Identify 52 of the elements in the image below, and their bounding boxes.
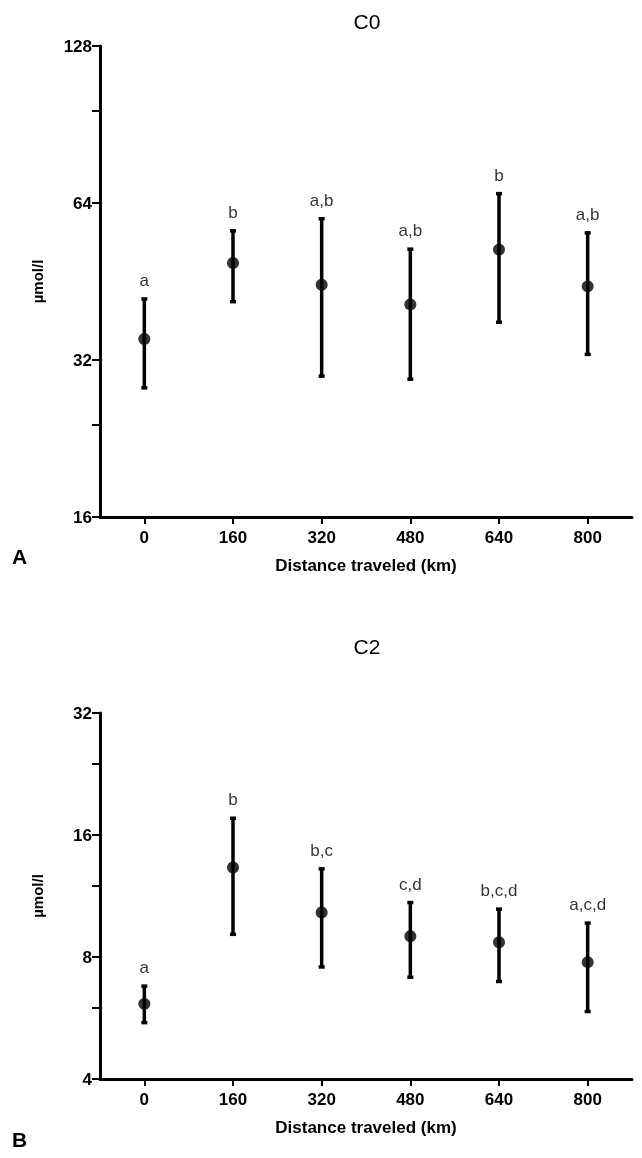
- x-tick-label: 160: [218, 528, 248, 547]
- point: [404, 930, 417, 943]
- x-tick-label: 800: [573, 1090, 602, 1109]
- x-axis-title: Distance traveled (km): [275, 1118, 457, 1137]
- y-tick-label: 16: [73, 825, 92, 845]
- x-axis-title: Distance traveled (km): [275, 556, 457, 575]
- annotation: a,b: [398, 221, 423, 241]
- point: [315, 278, 328, 291]
- x-tick-label: 160: [218, 1090, 248, 1109]
- point: [581, 956, 594, 969]
- text: B: [12, 1128, 28, 1151]
- y-axis-title: µmol/l: [29, 259, 46, 304]
- annotation: a,b: [309, 190, 334, 210]
- y-tick-label: 32: [73, 350, 92, 370]
- point: [493, 243, 505, 256]
- x-tick-label: 640: [484, 1090, 514, 1109]
- annotation: b: [494, 165, 504, 185]
- chart-title: C0: [353, 10, 381, 33]
- x-tick-label: 320: [307, 1090, 336, 1109]
- point: [315, 906, 328, 919]
- y-tick-label: 8: [82, 947, 92, 967]
- annotation: a,b: [575, 204, 600, 224]
- x-tick-label: 480: [396, 528, 425, 547]
- y-tick-label: 64: [73, 193, 93, 213]
- annotation: a: [139, 958, 150, 978]
- y-axis-title: µmol/l: [29, 874, 46, 918]
- annotation: a,c,d: [569, 895, 607, 915]
- y-tick-label: 16: [73, 507, 92, 527]
- annotation: c,d: [398, 874, 422, 894]
- y-tick-label: 4: [82, 1069, 93, 1089]
- point: [404, 298, 417, 311]
- annotation: b,c,d: [480, 881, 518, 901]
- point: [138, 333, 151, 346]
- annotation: b: [228, 202, 238, 222]
- annotation: b,c: [310, 840, 334, 860]
- x-tick-label: 0: [139, 528, 150, 547]
- point: [493, 936, 505, 949]
- x-tick-label: 0: [139, 1090, 150, 1109]
- point: [227, 861, 239, 874]
- x-tick-label: 320: [307, 528, 336, 547]
- y-tick-label: 128: [63, 36, 92, 56]
- point: [581, 280, 594, 293]
- x-tick-label: 800: [573, 528, 602, 547]
- x-tick-label: 640: [484, 528, 514, 547]
- annotation: b: [228, 790, 238, 810]
- text: A: [12, 545, 28, 568]
- x-tick-label: 480: [396, 1090, 425, 1109]
- point: [227, 257, 239, 270]
- annotation: a: [139, 270, 150, 290]
- point: [138, 997, 151, 1010]
- y-tick-label: 32: [73, 703, 92, 723]
- chart-title: C2: [353, 635, 381, 658]
